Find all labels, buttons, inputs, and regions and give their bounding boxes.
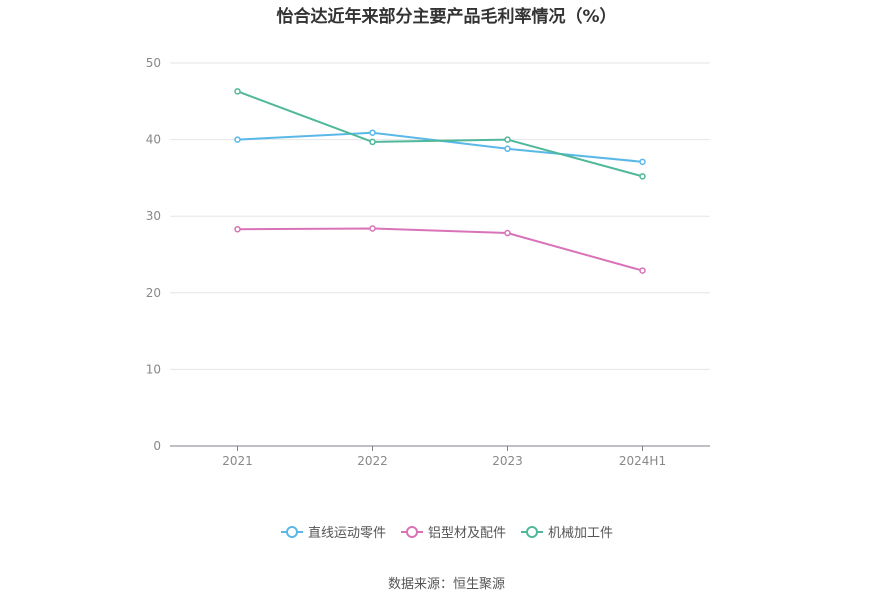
x-tick-label: 2022 xyxy=(357,454,388,468)
legend-label: 铝型材及配件 xyxy=(427,526,506,541)
legend-item-series-2[interactable]: 铝型材及配件 xyxy=(400,522,506,541)
legend-label: 机械加工件 xyxy=(548,526,614,541)
y-tick-label: 20 xyxy=(146,286,161,300)
legend-label: 直线运动零件 xyxy=(307,526,386,541)
legend-marker-icon xyxy=(280,525,303,538)
series-line xyxy=(237,90,643,178)
x-tick-label: 2023 xyxy=(492,454,523,468)
y-tick-label: 0 xyxy=(153,439,161,453)
series-2 xyxy=(234,225,646,274)
y-tick-label: 50 xyxy=(146,56,161,70)
legend-marker-icon xyxy=(400,525,423,538)
data-point xyxy=(504,145,511,153)
axes: 0 10 20 30 40 50 2021 2022 2023 2024H1 xyxy=(146,56,710,468)
data-point xyxy=(639,173,646,180)
data-point xyxy=(369,225,376,232)
legend: 直线运动零件 铝型材及配件 机械加工件 xyxy=(0,522,893,541)
y-tick-label: 10 xyxy=(146,362,161,376)
data-source-note: 数据来源：恒生聚源 xyxy=(387,577,505,592)
data-point xyxy=(234,88,241,95)
data-point xyxy=(234,225,241,233)
series-line xyxy=(237,227,643,272)
legend-marker-icon xyxy=(521,525,543,538)
data-point xyxy=(504,136,511,143)
x-tick-label: 2021 xyxy=(222,454,253,468)
series-1 xyxy=(234,129,646,166)
gridlines xyxy=(170,62,710,370)
data-point xyxy=(639,267,646,274)
data-point xyxy=(369,138,376,146)
series-layer xyxy=(234,88,646,274)
data-point xyxy=(369,129,376,136)
legend-item-series-3[interactable]: 机械加工件 xyxy=(520,522,613,541)
series-3 xyxy=(234,88,646,180)
chart-title: 怡合达近年来部分主要产品毛利率情况（%） xyxy=(276,7,617,27)
data-point xyxy=(504,229,511,237)
data-point xyxy=(234,136,241,143)
y-tick-label: 40 xyxy=(146,133,161,147)
y-tick-label: 30 xyxy=(146,209,161,223)
x-tick-label: 2024H1 xyxy=(619,454,666,468)
series-line xyxy=(237,131,643,163)
data-point xyxy=(639,158,646,166)
legend-item-series-1[interactable]: 直线运动零件 xyxy=(280,522,386,541)
